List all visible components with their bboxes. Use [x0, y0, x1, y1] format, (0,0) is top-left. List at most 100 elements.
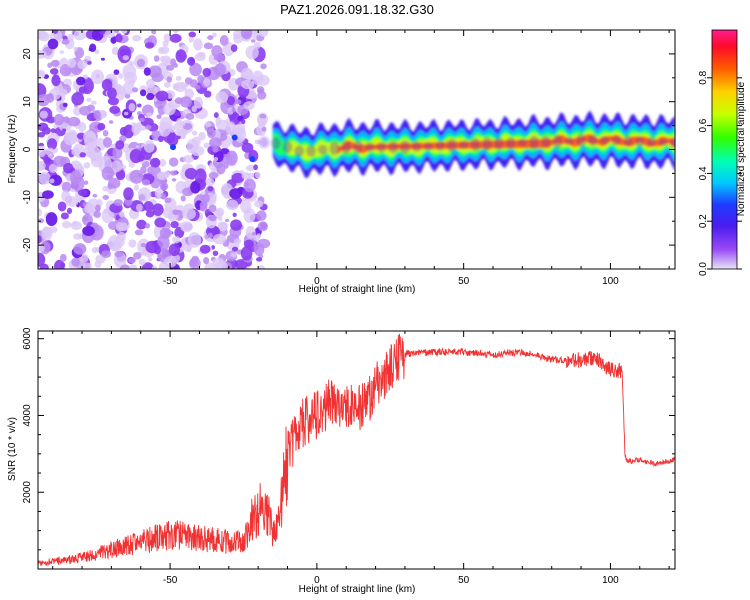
snr-y-label: SNR (10 * v/v)	[7, 417, 18, 481]
noise-blob	[67, 116, 81, 127]
noise-blob	[94, 246, 100, 253]
noise-blob	[261, 126, 267, 132]
noise-blob	[107, 97, 119, 106]
noise-blob	[38, 31, 50, 42]
noise-blob	[38, 218, 45, 224]
noise-blob	[73, 243, 87, 255]
noise-blob	[101, 166, 115, 181]
noise-blob	[247, 172, 255, 179]
noise-blob	[191, 105, 197, 113]
colorbar-ticks: 0.0 0.2 0.4 0.6 0.8	[698, 70, 742, 276]
noise-blob	[199, 244, 211, 254]
noise-blob	[63, 131, 76, 146]
band-halo	[423, 141, 434, 151]
noise-blob	[170, 220, 179, 229]
colorbar: 0.0 0.2 0.4 0.6 0.8 Normalized spectral ampl…	[698, 29, 747, 276]
noise-blob	[49, 68, 59, 75]
noise-blob	[66, 207, 73, 215]
band-halo	[294, 145, 305, 157]
band-halo	[505, 137, 516, 150]
noise-blob	[78, 86, 87, 94]
noise-blob	[84, 203, 96, 214]
noise-blob	[102, 129, 109, 137]
noise-blob	[59, 57, 68, 66]
noise-blob	[83, 262, 92, 269]
noise-blob	[168, 243, 181, 257]
noise-blob	[226, 199, 239, 211]
noise-blob	[123, 111, 129, 116]
spectrogram-y-tick-label: -10	[22, 190, 33, 205]
noise-blob	[172, 30, 179, 34]
noise-blob	[166, 76, 173, 83]
noise-blob	[241, 118, 246, 125]
noise-blob	[48, 226, 58, 234]
colorbar-label: Normalized spectral amplitude	[736, 81, 747, 216]
noise-blob	[187, 232, 202, 248]
noise-blob	[123, 124, 135, 139]
noise-blob	[190, 145, 205, 157]
noise-blob	[202, 77, 211, 87]
noise-peak	[170, 144, 177, 151]
band-halo	[611, 135, 622, 146]
noise-blob	[256, 123, 267, 137]
spectrogram-x-tick-label: 50	[458, 276, 470, 287]
band-halo	[306, 145, 316, 157]
noise-blob	[191, 130, 198, 136]
noise-blob	[180, 221, 193, 233]
band-halo	[411, 141, 422, 152]
noise-blob	[149, 157, 161, 168]
noise-blob	[252, 34, 257, 41]
noise-blob	[113, 30, 120, 34]
noise-blob	[82, 225, 95, 237]
spectrogram-y-axis: -20 -10 0 10 20	[22, 29, 675, 270]
spectrogram-y-tick-label: -20	[22, 237, 33, 252]
noise-blob	[45, 212, 58, 227]
noise-blob	[171, 178, 177, 182]
noise-blob	[133, 252, 142, 260]
noise-blob	[188, 37, 194, 43]
colorbar-gradient	[711, 29, 738, 270]
noise-blob	[193, 38, 203, 51]
noise-blob	[153, 55, 160, 62]
noise-blob	[122, 55, 129, 61]
noise-blob	[100, 57, 105, 61]
band-halo	[317, 144, 328, 155]
noise-blob	[173, 62, 178, 68]
noise-blob	[59, 64, 72, 77]
noise-blob	[53, 113, 65, 126]
noise-blob	[253, 164, 258, 171]
noise-blob	[208, 171, 219, 179]
signal-band	[259, 110, 675, 178]
noise-blob	[128, 257, 136, 264]
noise-blob	[257, 117, 267, 127]
noise-blob	[38, 160, 46, 172]
colorbar-tick-label: 0.8	[698, 70, 709, 84]
noise-blob	[241, 142, 254, 153]
noise-blob	[179, 120, 186, 127]
spectrogram-x-tick-label: 100	[602, 276, 619, 287]
noise-blob	[215, 207, 225, 217]
noise-blob	[131, 87, 139, 93]
noise-blob	[219, 35, 229, 46]
noise-blob	[46, 138, 58, 150]
noise-blob	[233, 238, 242, 244]
noise-blob	[207, 186, 214, 192]
noise-blob	[66, 58, 77, 69]
noise-blob	[80, 253, 89, 263]
noise-blob	[231, 246, 239, 252]
noise-blob	[211, 45, 223, 58]
noise-blob	[257, 221, 268, 232]
noise-blob	[90, 69, 105, 85]
noise-blob	[209, 137, 222, 149]
noise-blob	[119, 135, 127, 142]
noise-blob	[214, 63, 226, 77]
noise-blob	[147, 165, 161, 176]
noise-blob	[38, 131, 46, 138]
noise-blob	[143, 140, 155, 153]
noise-blob	[118, 73, 124, 80]
spectrogram-x-tick-label: 0	[314, 276, 320, 287]
noise-peak	[231, 134, 238, 141]
noise-blob	[101, 250, 112, 258]
noise-blob	[109, 105, 121, 114]
noise-blob	[95, 204, 101, 212]
